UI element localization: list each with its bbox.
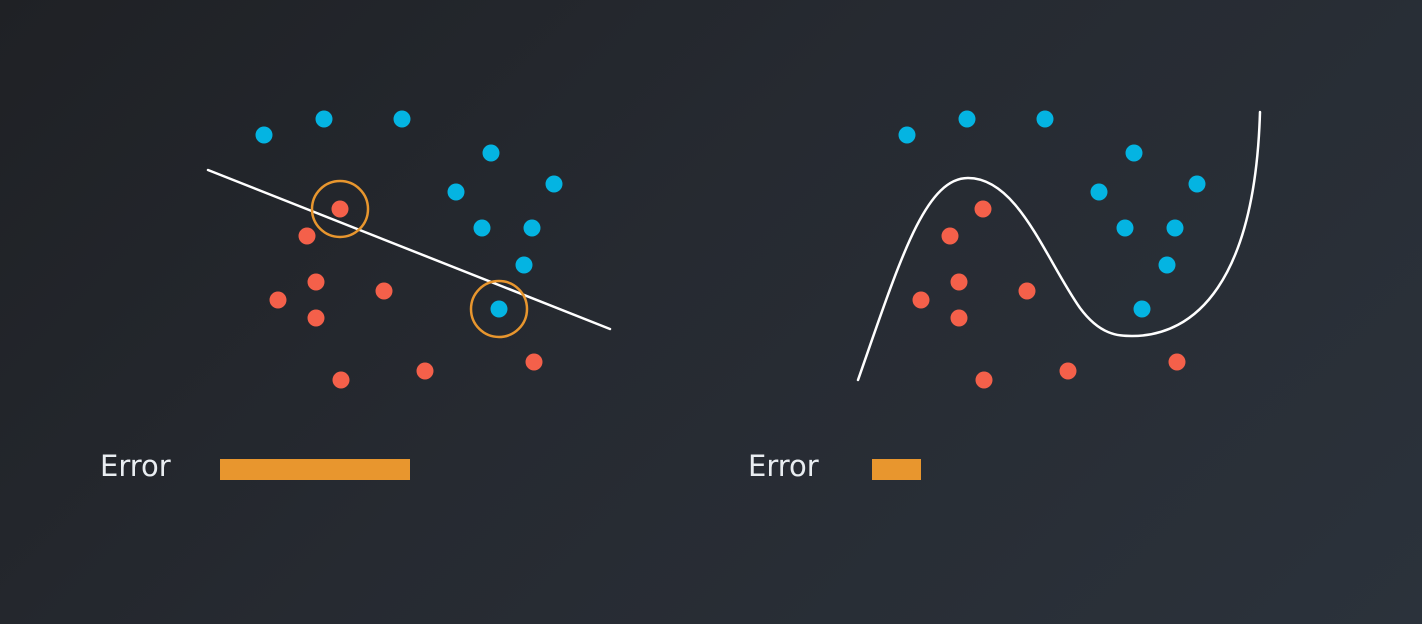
linear-red-point-7 [332, 371, 350, 389]
curved-red-point-6 [950, 309, 968, 327]
linear-blue-point-2 [315, 110, 333, 128]
linear-red-point-3 [307, 273, 325, 291]
linear-blue-point-9 [515, 256, 533, 274]
curved-error-label: Error [748, 449, 819, 483]
linear-red-point-8 [416, 362, 434, 380]
linear-red-point-1 [331, 200, 349, 218]
curved-red-point-9 [1168, 353, 1186, 371]
curved-blue-point-1 [898, 126, 916, 144]
curved-blue-point-2 [958, 110, 976, 128]
misclassified-highlight-circle-1 [310, 179, 370, 239]
curved-blue-point-10 [1133, 300, 1151, 318]
linear-blue-point-8 [523, 219, 541, 237]
curved-blue-point-6 [1090, 183, 1108, 201]
linear-red-point-2 [298, 227, 316, 245]
linear-red-point-6 [307, 309, 325, 327]
curved-red-point-1 [974, 200, 992, 218]
linear-red-point-5 [269, 291, 287, 309]
linear-panel-points [255, 110, 563, 389]
curved-decision-boundary [856, 110, 1262, 382]
linear-blue-point-6 [447, 183, 465, 201]
curved-error-bar [872, 459, 921, 480]
misclassified-highlight-circle-2 [469, 279, 529, 339]
linear-error-bar [220, 459, 410, 480]
curved-panel-points [898, 110, 1206, 389]
curved-red-point-8 [1059, 362, 1077, 380]
curved-red-point-7 [975, 371, 993, 389]
linear-decision-boundary [206, 168, 612, 331]
curved-blue-point-9 [1158, 256, 1176, 274]
curved-red-point-4 [1018, 282, 1036, 300]
curved-blue-point-5 [1188, 175, 1206, 193]
curved-red-point-2 [941, 227, 959, 245]
linear-blue-point-4 [482, 144, 500, 162]
curved-blue-point-7 [1116, 219, 1134, 237]
linear-boundary-panel [206, 110, 612, 389]
linear-blue-point-3 [393, 110, 411, 128]
curved-boundary-panel [856, 110, 1262, 389]
linear-blue-point-10 [490, 300, 508, 318]
linear-red-point-9 [525, 353, 543, 371]
curved-blue-point-3 [1036, 110, 1054, 128]
linear-blue-point-7 [473, 219, 491, 237]
linear-blue-point-1 [255, 126, 273, 144]
curved-blue-point-4 [1125, 144, 1143, 162]
linear-red-point-4 [375, 282, 393, 300]
linear-error-label: Error [100, 449, 171, 483]
linear-blue-point-5 [545, 175, 563, 193]
curved-red-point-5 [912, 291, 930, 309]
curved-red-point-3 [950, 273, 968, 291]
misclassified-highlights [310, 179, 529, 339]
curved-blue-point-8 [1166, 219, 1184, 237]
